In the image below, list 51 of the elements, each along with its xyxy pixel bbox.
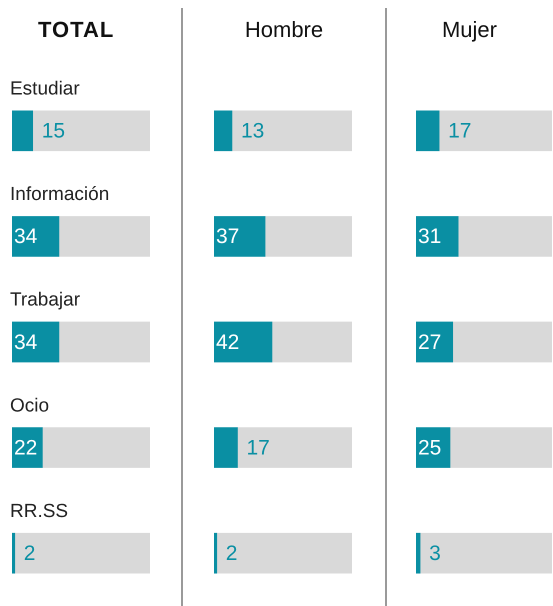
bar [438, 110, 552, 152]
data-label: 17 [448, 120, 472, 143]
bar [264, 216, 352, 257]
bar [12, 532, 16, 574]
data-label: 2 [24, 542, 36, 565]
bar [272, 322, 352, 362]
data-label: 37 [216, 225, 240, 248]
bar [58, 216, 150, 257]
bar [12, 110, 34, 152]
bar [450, 427, 552, 468]
bar [12, 216, 60, 257]
bar [214, 532, 218, 574]
y-tick-label: Trabajar [10, 290, 81, 311]
bar [12, 322, 60, 362]
bar [14, 532, 150, 574]
bar [58, 322, 150, 362]
bar [420, 532, 552, 574]
bar [416, 322, 454, 362]
y-tick-label: RR.SS [10, 500, 68, 522]
bar [214, 110, 232, 152]
bar [42, 427, 150, 468]
bar [214, 427, 238, 468]
data-label: 17 [246, 436, 270, 460]
y-tick-label: Información [10, 184, 110, 206]
bar [216, 532, 352, 574]
data-label: 42 [216, 330, 240, 354]
bar [416, 110, 440, 152]
chart-title: TOTAL [37, 16, 116, 44]
y-tick-label: Ocio [10, 395, 50, 416]
data-label: 34 [14, 330, 38, 354]
bar [458, 216, 552, 257]
data-label: 2 [226, 542, 238, 565]
y-tick-label: Estudiar [10, 78, 80, 100]
bar [452, 322, 552, 362]
data-label: 27 [418, 330, 442, 354]
bar [32, 110, 150, 152]
data-label: 34 [14, 225, 38, 248]
chart-title: Hombre [244, 16, 324, 44]
bar [416, 216, 458, 257]
data-label: 31 [418, 225, 442, 248]
bar [214, 322, 272, 362]
data-label: 22 [14, 436, 38, 460]
bar [232, 110, 352, 152]
bar [214, 216, 266, 257]
data-label: 3 [429, 542, 441, 565]
bar [416, 532, 420, 574]
data-label: 15 [42, 120, 66, 143]
bar [237, 427, 352, 468]
data-label: 13 [240, 120, 264, 143]
chart-title: Mujer [440, 16, 498, 44]
data-label: 25 [418, 436, 442, 460]
